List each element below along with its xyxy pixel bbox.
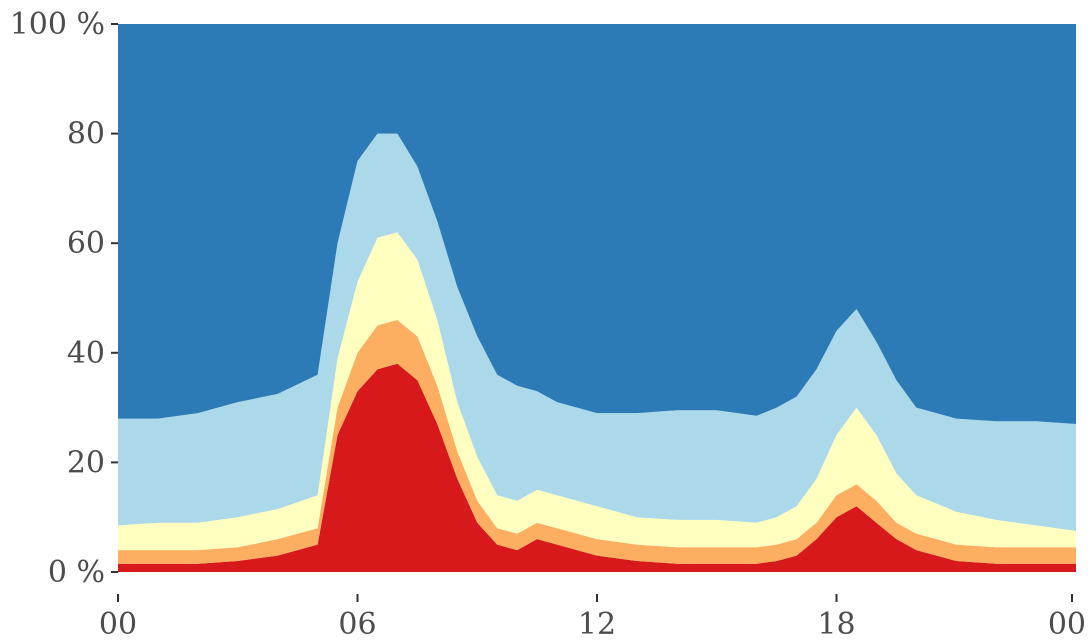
x-tick-label: 18	[817, 607, 855, 641]
y-axis: 0 % 20 40 60 80 100 %	[10, 7, 118, 590]
area-series-1	[118, 363, 1076, 572]
x-tick-label: 00	[1048, 607, 1086, 641]
x-tick-label: 06	[338, 607, 376, 641]
y-tick-label: 0 %	[48, 555, 105, 590]
y-tick-label: 80	[67, 117, 105, 152]
area-series-4	[118, 133, 1076, 531]
x-tick-label: 12	[578, 607, 616, 641]
area-series-5	[118, 24, 1076, 424]
area-series-2	[118, 319, 1076, 564]
x-axis: 00 06 12 18 00	[99, 594, 1086, 641]
y-tick-label: 60	[67, 226, 105, 261]
plot-area	[118, 24, 1076, 572]
x-tick-label: 00	[99, 607, 137, 641]
area-series-3	[118, 232, 1076, 551]
y-tick-label: 100 %	[10, 7, 105, 42]
y-tick-label: 20	[67, 445, 105, 480]
y-tick-label: 40	[67, 336, 105, 371]
